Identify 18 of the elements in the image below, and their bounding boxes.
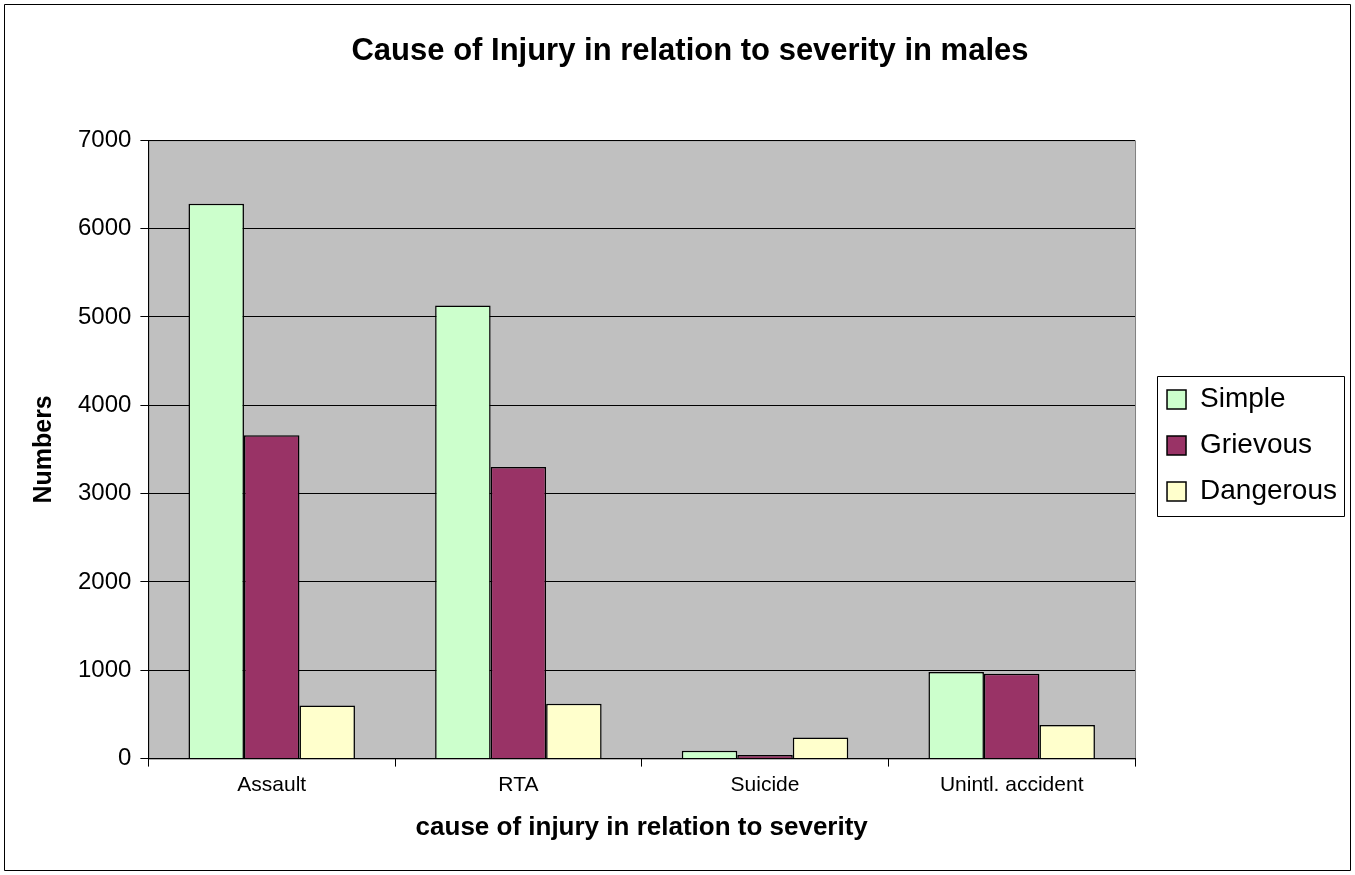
y-tick-label: 4000 [78, 389, 132, 417]
x-axis-title: cause of injury in relation to severity [415, 810, 869, 841]
x-tick-label: Assault [237, 772, 307, 795]
legend-label: Dangerous [1200, 474, 1338, 506]
x-tick-label: RTA [498, 772, 539, 795]
y-tick-label: 3000 [78, 478, 132, 506]
x-tick-label: Unintl. accident [939, 772, 1084, 795]
x-tick-label: Suicide [730, 772, 800, 795]
legend-label: Grievous [1200, 428, 1313, 460]
y-tick-label: 0 [118, 743, 132, 771]
legend-label: Simple [1200, 382, 1286, 414]
y-tick-label: 1000 [78, 654, 132, 682]
y-tick-label: 5000 [78, 301, 132, 329]
y-axis-title: Numbers [27, 395, 56, 504]
y-tick-label: 7000 [78, 124, 132, 152]
y-tick-label: 6000 [78, 213, 132, 241]
y-tick-label: 2000 [78, 566, 132, 594]
chart-title: Cause of Injury in relation to severity in males [351, 32, 1029, 68]
